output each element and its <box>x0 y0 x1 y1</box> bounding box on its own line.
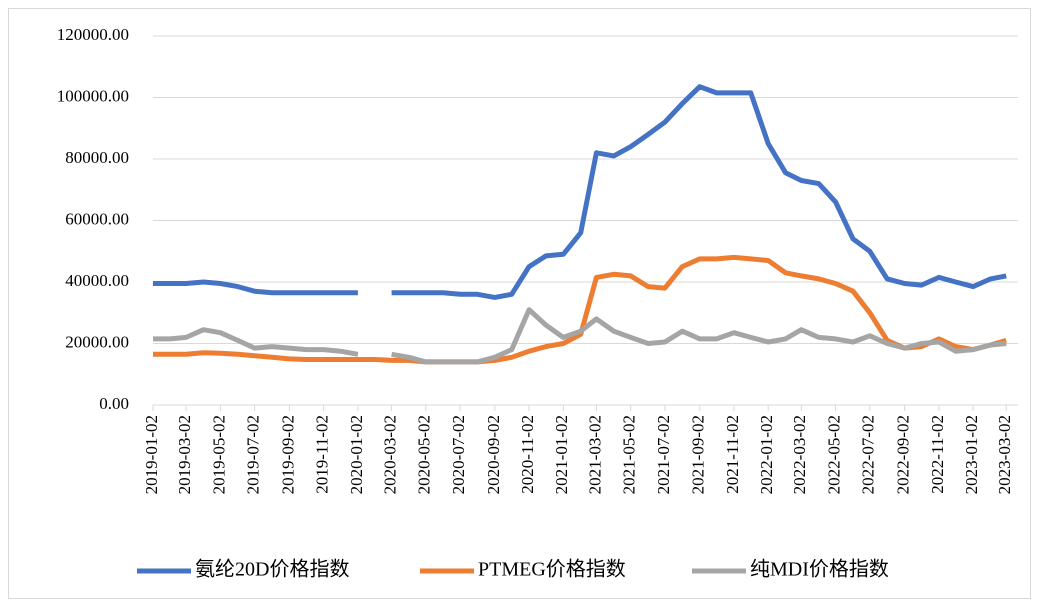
legend-label: 氨纶20D价格指数 <box>195 558 349 581</box>
x-tick-label: 2019-07-02 <box>244 415 263 494</box>
x-tick-label: 2020-03-02 <box>380 415 399 494</box>
x-tick-label: 2023-03-02 <box>995 415 1014 494</box>
x-tick-label: 2022-11-02 <box>928 415 947 494</box>
x-tick-label: 2020-07-02 <box>449 415 468 494</box>
y-tick-label: 80000.00 <box>65 148 129 167</box>
y-tick-label: 120000.00 <box>57 25 129 44</box>
series-line <box>153 84 1007 300</box>
x-tick-label: 2020-05-02 <box>415 415 434 494</box>
x-tick-label: 2021-05-02 <box>620 415 639 494</box>
x-tick-label: 2022-05-02 <box>824 415 843 494</box>
y-tick-label: 60000.00 <box>65 209 129 228</box>
x-tick-label: 2021-03-02 <box>585 415 604 494</box>
chart-frame <box>8 8 1031 599</box>
series-line <box>153 307 1007 365</box>
x-tick-label: 2021-11-02 <box>723 415 742 494</box>
x-tick-label: 2022-07-02 <box>859 415 878 494</box>
legend-label: 纯MDI价格指数 <box>750 558 889 581</box>
y-tick-label: 40000.00 <box>65 271 129 290</box>
x-tick-label: 2020-09-02 <box>484 415 503 494</box>
x-tick-label: 2021-01-02 <box>552 415 571 494</box>
x-tick-label: 2022-03-02 <box>790 415 809 494</box>
x-tick-label: 2019-05-02 <box>209 415 228 494</box>
x-tick-label: 2022-01-02 <box>757 415 776 494</box>
x-tick-label: 2022-09-02 <box>894 415 913 494</box>
x-tick-label: 2021-09-02 <box>689 415 708 494</box>
x-tick-label: 2019-03-02 <box>175 415 194 494</box>
y-tick-label: 100000.00 <box>57 86 129 105</box>
x-tick-label: 2020-01-02 <box>347 415 366 494</box>
x-tick-label: 2021-07-02 <box>654 415 673 494</box>
y-tick-label: 20000.00 <box>65 332 129 351</box>
y-tick-label: 0.00 <box>99 394 129 413</box>
legend-label: PTMEG价格指数 <box>478 558 626 581</box>
x-tick-label: 2020-11-02 <box>518 415 537 494</box>
x-tick-label: 2019-01-02 <box>142 415 161 494</box>
x-tick-label: 2019-11-02 <box>313 415 332 494</box>
x-tick-label: 2023-01-02 <box>962 415 981 494</box>
x-tick-label: 2019-09-02 <box>278 415 297 494</box>
series-line <box>153 254 1007 365</box>
